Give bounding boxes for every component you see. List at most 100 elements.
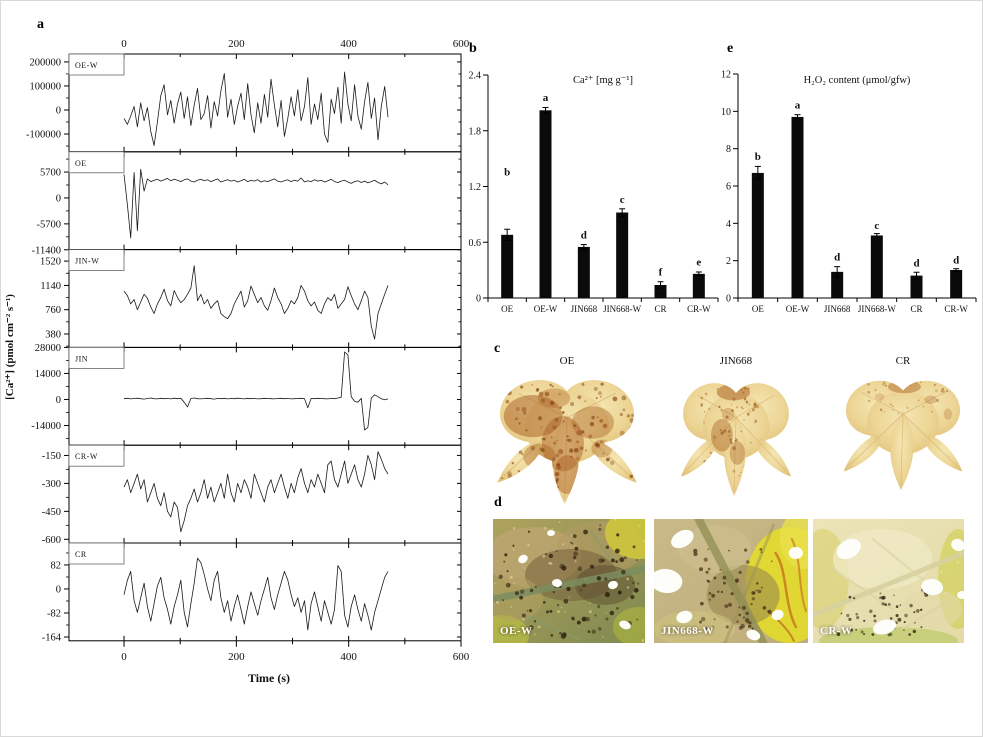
subplot-frame-JIN-W xyxy=(68,249,462,348)
panel-b-ca-bar-chart: 0 0.6 1.2 1.8 2.4 OE b OE-W a JIN668 d JIN668-W c CR f… xyxy=(469,71,719,314)
stain-dot xyxy=(554,417,559,422)
necrotic-spot xyxy=(730,592,734,596)
y-tick-label: -450 xyxy=(42,507,61,518)
bar-JIN668 xyxy=(831,271,844,298)
leaf-image-OE xyxy=(497,380,637,504)
stain-dot xyxy=(720,431,724,435)
panel-b-letter: b xyxy=(469,41,477,56)
necrotic-spot xyxy=(760,551,763,554)
panel-d-photo-JIN668-W: JIN668-W xyxy=(654,519,808,643)
speckle xyxy=(626,586,630,589)
stain-dot xyxy=(512,440,516,444)
stain-dot xyxy=(506,390,512,396)
speckle xyxy=(854,525,857,528)
stain-dot xyxy=(626,414,631,418)
necrotic-spot xyxy=(738,606,741,609)
necrotic-spot xyxy=(708,598,712,601)
stain-dot xyxy=(558,393,561,396)
stain-dot xyxy=(597,391,602,396)
torn-hole xyxy=(518,554,528,564)
stain-dot xyxy=(588,434,593,439)
stain-dot xyxy=(909,384,911,387)
necrotic-spot xyxy=(707,579,711,583)
panel-d-photo-CR-W: CR-W xyxy=(813,519,964,643)
necrotic-spot xyxy=(504,553,508,557)
x-axis-bottom-tick-label: 200 xyxy=(228,651,245,663)
sig-letter: f xyxy=(659,267,663,279)
torn-hole xyxy=(552,578,562,588)
bar-category-label: CR-W xyxy=(944,304,968,314)
photo-label-JIN668-W: JIN668-W xyxy=(661,625,714,637)
necrotic-spot xyxy=(571,617,575,621)
bar-category-label: JIN668 xyxy=(824,304,851,314)
necrotic-spot xyxy=(748,621,752,625)
necrotic-spot xyxy=(909,603,913,608)
subplot-label-box xyxy=(68,151,125,174)
necrotic-spot xyxy=(903,621,906,624)
y-tick-label: 14000 xyxy=(35,369,61,380)
leaf-lobe xyxy=(926,434,963,472)
stain-dot xyxy=(608,484,611,487)
flux-trace-OE-W xyxy=(123,71,389,146)
necrotic-spot xyxy=(534,585,538,589)
stain-dot xyxy=(740,389,743,391)
stain-dot xyxy=(619,430,625,436)
speckle xyxy=(558,521,561,524)
leaf-vein xyxy=(902,392,945,415)
necrotic-spot xyxy=(636,618,639,621)
stain-dot xyxy=(530,445,536,451)
necrotic-spot xyxy=(713,576,717,580)
stain-dot xyxy=(889,403,893,406)
stain-dot xyxy=(515,407,520,411)
necrotic-spot xyxy=(703,557,708,562)
stain-dot xyxy=(526,480,532,486)
bar-category-label: CR-W xyxy=(687,304,711,314)
stain-dot xyxy=(539,447,543,451)
torn-hole xyxy=(872,619,897,635)
stain-dot xyxy=(867,399,871,403)
necrotic-spot xyxy=(888,632,893,637)
sig-letter: c xyxy=(874,220,879,232)
speckle xyxy=(614,519,617,521)
y-tick-label: 100000 xyxy=(30,81,62,92)
speckle xyxy=(944,569,947,572)
necrotic-spot xyxy=(605,617,609,621)
sig-letter: e xyxy=(696,256,701,268)
necrotic-spot xyxy=(761,586,763,589)
leaf-vein xyxy=(861,392,904,415)
speckle xyxy=(937,552,941,556)
stain-dot xyxy=(615,477,618,480)
y-tick-label: 1.8 xyxy=(469,126,482,137)
stain-dot xyxy=(744,386,747,390)
stain-dot xyxy=(940,389,944,393)
stain-dot xyxy=(736,406,739,409)
flux-trace-JIN xyxy=(123,351,389,431)
x-axis-title: Time (s) xyxy=(248,671,290,685)
tissue-patch xyxy=(493,615,529,643)
necrotic-spot xyxy=(542,601,546,604)
stain-dot xyxy=(593,386,598,391)
necrotic-spot xyxy=(738,570,742,574)
leaf-vein xyxy=(901,598,954,630)
y-tick-label: 6 xyxy=(726,182,731,193)
stain-dot xyxy=(576,440,579,444)
stain-dot xyxy=(752,408,755,412)
y-tick-label: 2.4 xyxy=(469,71,482,82)
necrotic-spot xyxy=(561,565,567,571)
y-tick-label: 12 xyxy=(721,70,731,81)
speckle xyxy=(827,574,831,577)
stain-dot xyxy=(892,409,894,411)
leaf-vein xyxy=(723,523,776,643)
stain-dot xyxy=(559,406,562,410)
subplot-frame-OE xyxy=(68,151,462,251)
stain-dot xyxy=(720,409,723,412)
necrotic-spot xyxy=(514,591,519,596)
necrotic-spot xyxy=(873,619,877,623)
y-tick-label: 82 xyxy=(51,560,62,571)
stain-dot xyxy=(507,388,511,392)
y-tick-label: -164 xyxy=(42,632,62,643)
leaf-lobe xyxy=(680,438,715,477)
necrotic-spot xyxy=(582,583,587,588)
stain-dot xyxy=(595,397,598,400)
stain-blotch xyxy=(874,393,885,401)
